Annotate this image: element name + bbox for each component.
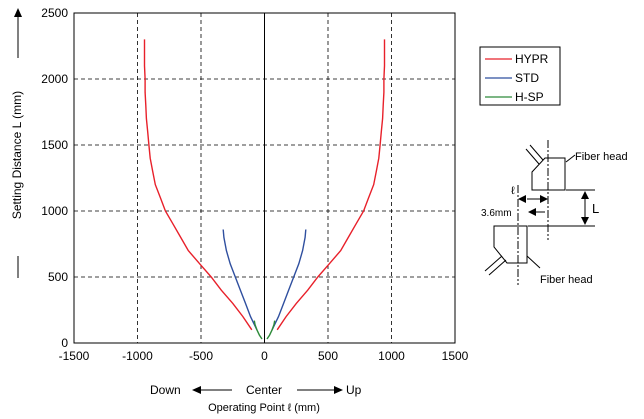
down-arrow-head xyxy=(192,386,201,394)
x-tick-label: 1500 xyxy=(442,349,469,363)
series-line-h-sp-down xyxy=(253,320,263,340)
l-arrow-left-head xyxy=(518,195,526,203)
direction-center-label: Center xyxy=(246,383,282,397)
L-label: L xyxy=(592,201,599,216)
axis-ticks: -1500 -1000 -500 0 500 1000 1500 0 500 1000 1500 20… xyxy=(41,6,468,363)
x-tick-label: -500 xyxy=(189,349,213,363)
series-lines xyxy=(143,39,386,340)
y-tick-label: 2000 xyxy=(41,72,68,86)
top-fiber-cable-2 xyxy=(525,148,540,165)
x-tick-label: 0 xyxy=(261,349,268,363)
y-tick-label: 2500 xyxy=(41,6,68,20)
series-line-std-down xyxy=(222,229,258,331)
y-tick-label: 0 xyxy=(61,336,68,350)
L-arrow-down-head xyxy=(581,217,589,225)
fiber-head-diagram xyxy=(484,140,595,285)
legend: HYPR STD H-SP xyxy=(479,46,561,106)
fiber-head-top-label: Fiber head xyxy=(575,151,628,163)
bottom-fiber-cable-1 xyxy=(488,259,507,276)
fiber-head-top-leader xyxy=(565,154,576,163)
direction-down-label: Down xyxy=(150,383,181,397)
x-tick-label: 500 xyxy=(318,349,338,363)
bottom-fiber-head-icon xyxy=(493,225,528,264)
y-axis-arrow-head xyxy=(14,8,22,17)
series-line-h-sp-up xyxy=(266,320,276,340)
l-arrow-right-head xyxy=(540,195,548,203)
L-arrow-up-head xyxy=(581,191,589,199)
up-arrow-head xyxy=(334,386,343,394)
y-tick-label: 1500 xyxy=(41,138,68,152)
x-tick-label: -1500 xyxy=(59,349,90,363)
series-line-hypr-up xyxy=(276,39,386,331)
legend-box xyxy=(479,46,561,106)
grid-lines xyxy=(74,13,455,343)
legend-label-std: STD xyxy=(515,71,539,85)
direction-up-label: Up xyxy=(346,383,362,397)
legend-label-hsp: H-SP xyxy=(515,90,544,104)
y-tick-label: 500 xyxy=(48,270,68,284)
top-fiber-cable-1 xyxy=(529,144,544,161)
series-line-hypr-down xyxy=(143,39,253,331)
l-small-label: ℓ xyxy=(511,185,515,197)
y-axis-label: Setting Distance L (mm) xyxy=(10,91,24,219)
bottom-fiber-cable-2 xyxy=(484,255,503,272)
fiber-head-bottom-label: Fiber head xyxy=(540,274,593,286)
x-tick-label: -1000 xyxy=(122,349,153,363)
series-line-std-up xyxy=(271,229,307,331)
legend-label-hypr: HYPR xyxy=(515,52,549,66)
fiber-head-bottom-leader xyxy=(526,255,541,269)
offset-arrow-head xyxy=(528,208,536,216)
y-tick-label: 1000 xyxy=(41,204,68,218)
x-tick-label: 1000 xyxy=(378,349,405,363)
offset-label: 3.6mm xyxy=(481,208,512,219)
x-axis-label: Operating Point ℓ (mm) xyxy=(208,402,320,414)
